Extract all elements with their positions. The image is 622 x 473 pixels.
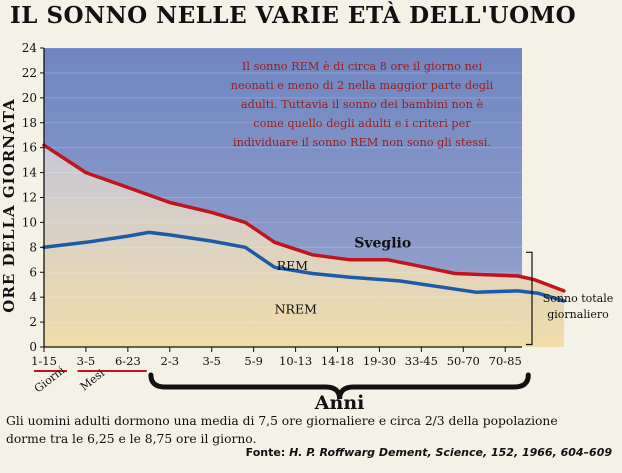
source-text: H. P. Roffwarg Dement, Science, 152, 196… (289, 446, 612, 459)
total-sleep-bracket (526, 251, 533, 346)
y-tick-label: 18 (22, 116, 37, 130)
y-tick-label: 16 (22, 141, 37, 155)
x-tick-label: 5-9 (244, 354, 263, 368)
footer-note: Gli uomini adulti dormono una media di 7… (6, 412, 616, 448)
x-tick-label: 19-30 (363, 354, 396, 368)
annotation-line: come quello degli adulti e i criteri per (253, 117, 471, 130)
annotation-line: neonati e meno di 2 nella maggior parte … (231, 79, 494, 92)
x-tick-label: 14-18 (321, 354, 354, 368)
total-sleep-label-line: Sonno totale (543, 292, 614, 305)
annotation-line: Il sonno REM è di circa 8 ore il giorno … (242, 60, 483, 73)
anni-brace (148, 372, 531, 400)
x-tick-label: 3-5 (202, 354, 221, 368)
footer-note-line-1: Gli uomini adulti dormono una media di 7… (6, 414, 558, 428)
x-tick-label: 1-15 (31, 354, 57, 368)
y-axis-label: ORE DELLA GIORNATA (0, 98, 18, 312)
x-tick-label: 2-3 (161, 354, 180, 368)
x-axis-label: Anni (314, 392, 365, 410)
y-tick-label: 8 (29, 240, 37, 254)
series-line-total-sleep (42, 143, 566, 293)
y-tick-label: 24 (22, 41, 38, 55)
footer-note-line-2: dorme tra le 6,25 e le 8,75 ore il giorn… (6, 432, 257, 446)
x-tick-label: 10-13 (279, 354, 312, 368)
y-tick-label: 12 (22, 191, 37, 205)
x-tick-label: 33-45 (405, 354, 438, 368)
sleep-region (44, 145, 564, 347)
y-tick-label: 4 (29, 290, 37, 304)
nrem-label: NREM (275, 301, 317, 316)
y-tick-label: 0 (29, 340, 37, 354)
series-line-nrem (42, 230, 566, 303)
group-label-giorni: Giorni (32, 363, 68, 395)
awake-label: Sveglio (354, 235, 411, 251)
x-tick-label: 70-85 (489, 354, 522, 368)
source-label: Fonte: (245, 446, 286, 459)
chart-title: IL SONNO NELLE VARIE ETÀ DELL'UOMO (10, 2, 577, 29)
y-tick-label: 6 (29, 265, 37, 279)
x-tick-label: 6-23 (115, 354, 141, 368)
x-tick-label: 50-70 (447, 354, 480, 368)
annotation-line: individuare il sonno REM non sono gli st… (233, 136, 491, 149)
y-tick-label: 22 (22, 66, 37, 80)
rem-label: REM (277, 258, 309, 273)
x-tick-label: 3-5 (77, 354, 96, 368)
y-tick-label: 14 (22, 166, 38, 180)
y-tick-label: 2 (29, 315, 37, 329)
y-tick-label: 10 (22, 215, 37, 229)
source-citation: Fonte: H. P. Roffwarg Dement, Science, 1… (246, 446, 612, 459)
annotation-line: adulti. Tuttavia il sonno dei bambini no… (241, 98, 484, 111)
total-sleep-label-line: giornaliero (547, 308, 609, 321)
y-tick-label: 20 (22, 91, 37, 105)
